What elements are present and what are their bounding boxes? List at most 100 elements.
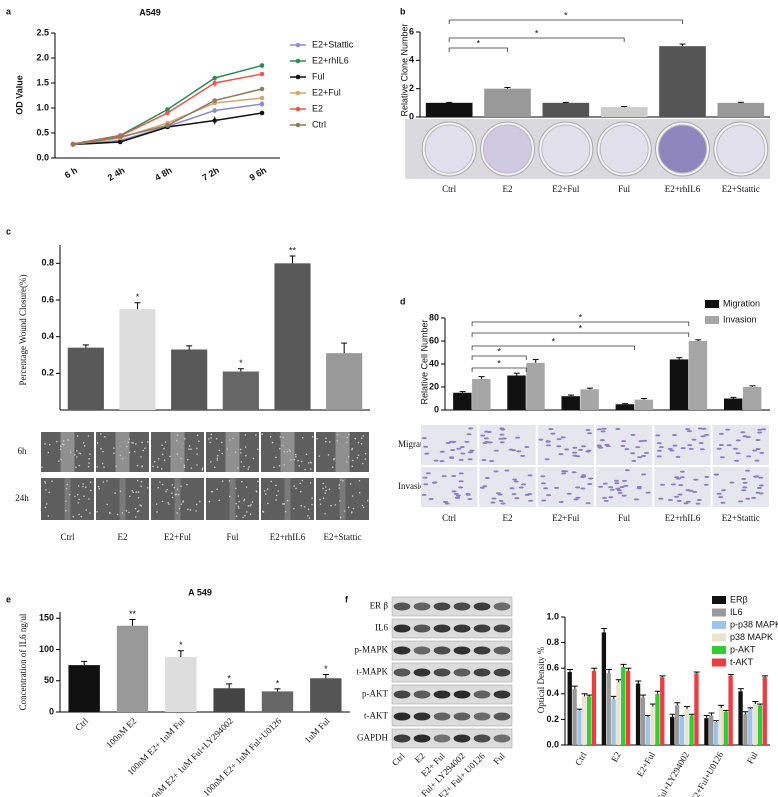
bar <box>723 711 728 745</box>
significance-mark: ** <box>129 609 137 619</box>
cell-speck <box>156 466 159 468</box>
cell-speck <box>218 499 221 502</box>
significance-bracket <box>471 367 527 372</box>
cell <box>759 451 765 454</box>
cell-speck <box>346 441 348 444</box>
cell-speck <box>72 515 75 518</box>
cell <box>695 502 701 505</box>
cell-speck <box>246 511 248 513</box>
cell-speck <box>48 443 51 446</box>
cell-speck <box>180 485 182 487</box>
y-axis-label: Relative Clone Number <box>399 23 409 116</box>
cell <box>704 475 710 478</box>
y-tick-label: 100 <box>39 644 54 654</box>
legend-label: E2+Ful <box>312 87 341 97</box>
cell <box>483 437 489 440</box>
cell-speck <box>76 456 78 458</box>
cell-image <box>712 467 769 507</box>
dish-colonies <box>599 124 649 174</box>
wound-gap <box>60 432 75 472</box>
cell <box>432 481 438 484</box>
cell-speck <box>352 459 354 462</box>
cell-speck <box>234 451 237 454</box>
cell-speck <box>44 482 47 484</box>
cell <box>755 439 761 442</box>
cell-speck <box>277 490 279 492</box>
cell-speck <box>247 468 249 470</box>
point <box>259 71 265 77</box>
cell-speck <box>218 449 221 452</box>
panel-letter: e <box>6 594 11 604</box>
cell-speck <box>275 456 277 459</box>
x-tick-label: E2 <box>609 750 623 764</box>
blot-band <box>433 712 451 721</box>
cell <box>752 449 758 452</box>
cell-speck <box>87 465 90 468</box>
blot-band <box>433 646 451 655</box>
cell <box>726 444 732 447</box>
blot-strip <box>391 662 513 683</box>
cell <box>637 456 643 459</box>
cell <box>498 499 504 502</box>
cell <box>581 445 587 448</box>
bar <box>600 107 648 117</box>
panel-letter: f <box>345 594 349 604</box>
cell-speck <box>338 484 341 486</box>
cell-speck <box>176 488 179 491</box>
legend-marker <box>295 106 301 112</box>
cell-speck <box>140 504 143 507</box>
cell-speck <box>189 509 192 511</box>
cell <box>624 448 630 451</box>
cell <box>729 481 735 484</box>
cell <box>588 477 594 480</box>
significance-mark: * <box>564 10 568 20</box>
cell-speck <box>286 499 289 502</box>
x-tick-label: E2+rhIL6 <box>665 184 701 194</box>
cell-speck <box>85 509 87 511</box>
point <box>259 110 265 116</box>
legend-marker <box>295 122 301 128</box>
cell-speck <box>347 455 350 458</box>
cell-speck <box>325 437 327 440</box>
cell <box>444 502 450 505</box>
blot-strip <box>391 706 513 727</box>
bar <box>611 698 616 745</box>
cell <box>635 446 641 449</box>
cell <box>573 498 579 501</box>
y-tick-label: 50 <box>44 675 54 685</box>
cell-speck <box>327 454 330 456</box>
cell-speck <box>157 486 159 489</box>
blot-band <box>453 690 471 699</box>
bar <box>655 693 660 745</box>
cell-speck <box>180 457 182 460</box>
cell <box>509 487 515 490</box>
dish-colonies <box>424 124 474 174</box>
legend-label: E2 <box>312 103 323 113</box>
cell-speck <box>171 492 173 494</box>
point <box>212 80 218 86</box>
cell <box>602 482 608 485</box>
point <box>212 118 218 123</box>
cell <box>596 444 602 447</box>
cell-speck <box>226 448 229 450</box>
cell-speck <box>82 483 84 485</box>
x-tick-label: Ful <box>618 513 631 523</box>
cell-speck <box>84 486 87 489</box>
cell <box>598 485 604 488</box>
blot-band <box>433 624 451 633</box>
cell-speck <box>159 481 161 483</box>
cell-speck <box>235 487 237 490</box>
cell-speck <box>294 453 297 456</box>
cell-speck <box>309 461 312 464</box>
cell-speck <box>78 464 80 467</box>
cell-speck <box>127 441 130 444</box>
significance-mark: * <box>497 346 501 356</box>
cell-speck <box>140 456 142 458</box>
legend-label: E2+rhIL6 <box>312 55 349 65</box>
cell-speck <box>44 443 46 445</box>
cell <box>499 441 505 444</box>
cell-speck <box>89 453 91 455</box>
blot-band <box>453 602 471 611</box>
y-tick-label: 20 <box>429 381 439 391</box>
cell <box>540 482 546 485</box>
